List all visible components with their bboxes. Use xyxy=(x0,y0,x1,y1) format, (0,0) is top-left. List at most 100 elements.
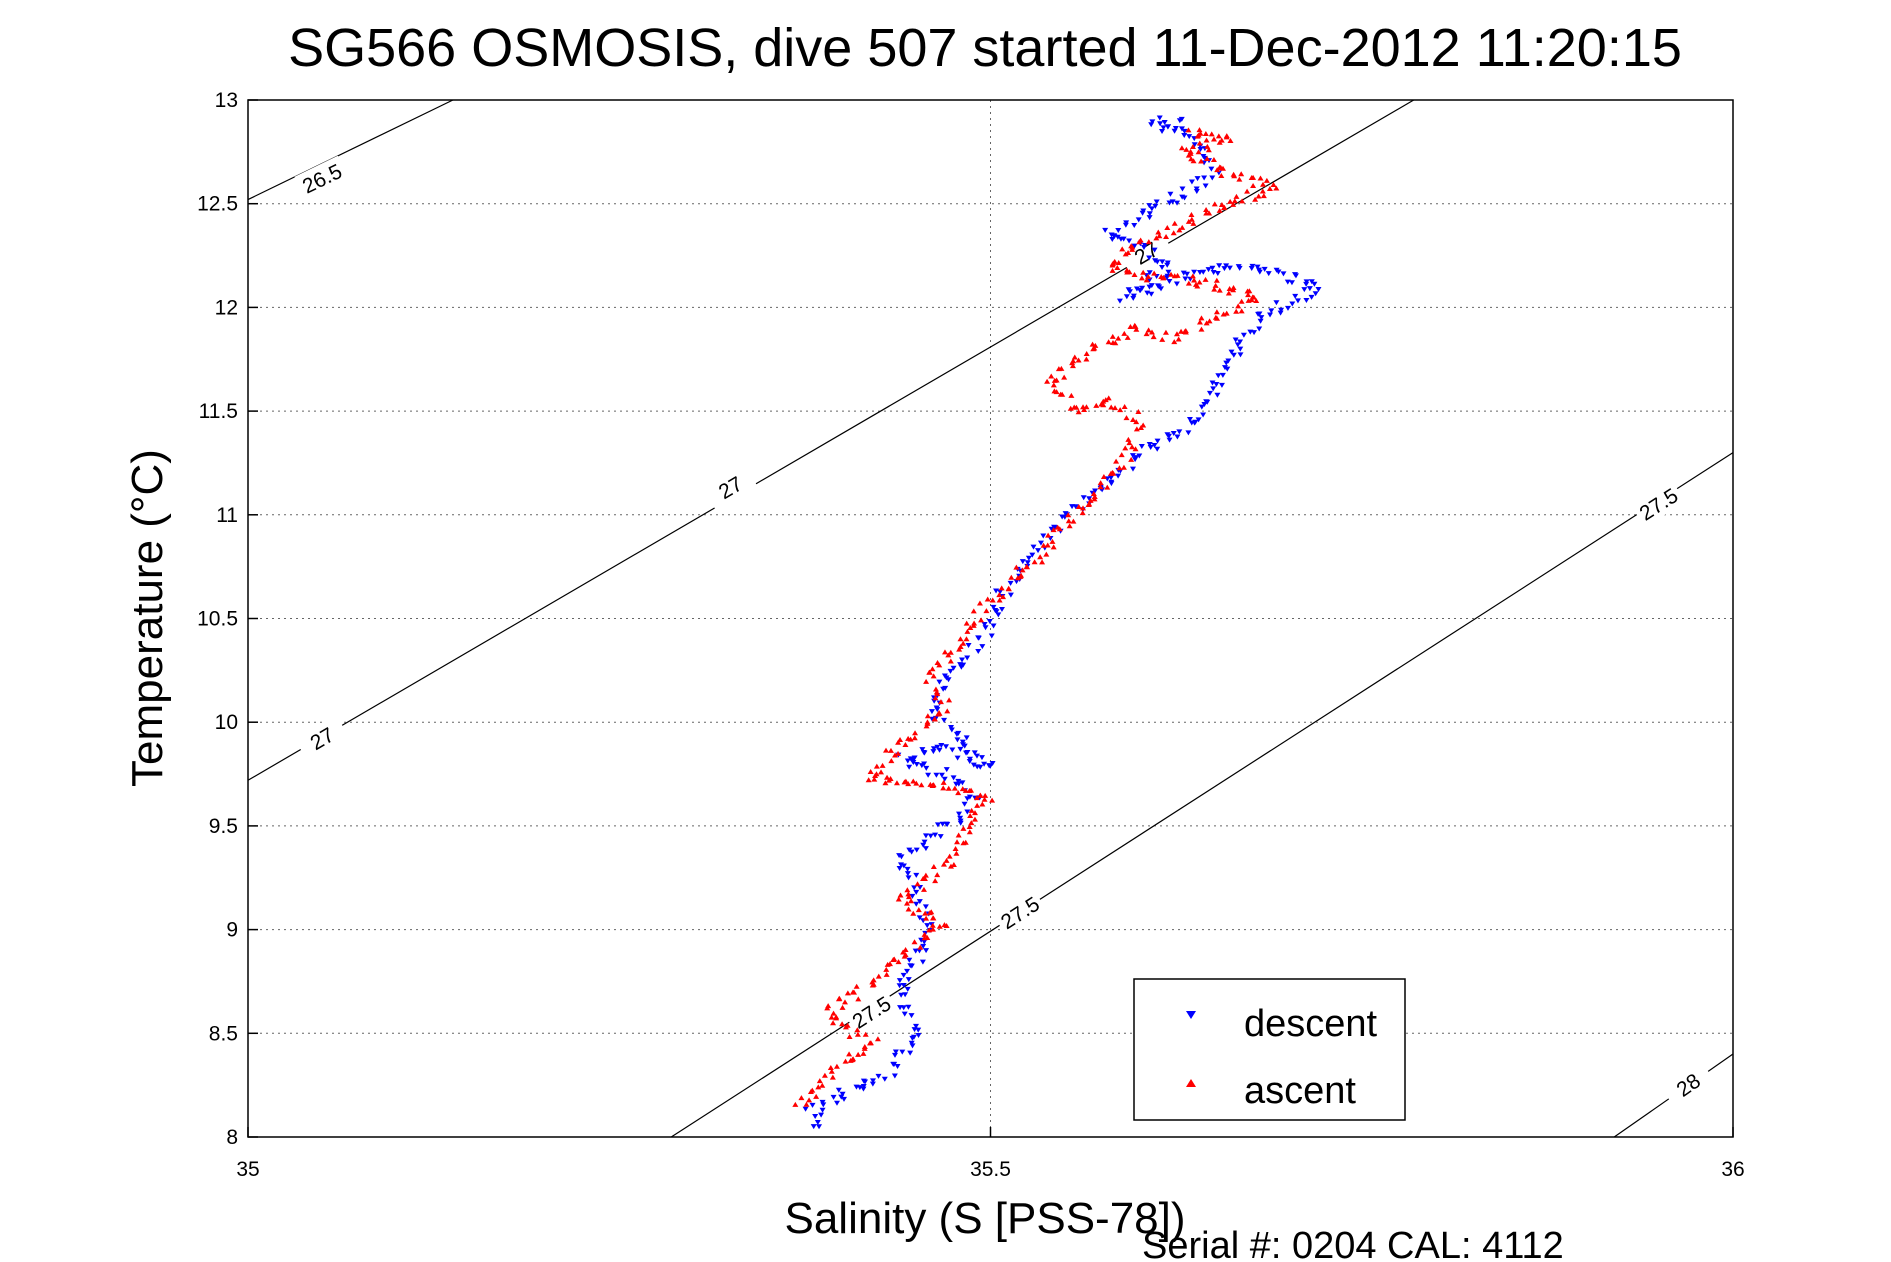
descent-point xyxy=(1166,437,1173,443)
descent-point xyxy=(900,983,907,989)
descent-point xyxy=(1278,307,1285,313)
ascent-point xyxy=(1061,374,1068,380)
ascent-point xyxy=(1024,564,1031,570)
ascent-point xyxy=(947,658,954,664)
ascent-point xyxy=(1137,237,1144,243)
ascent-point xyxy=(1122,251,1129,257)
ascent-point xyxy=(895,896,902,902)
ascent-point xyxy=(829,1074,836,1080)
descent-point xyxy=(1237,339,1244,345)
ascent-point xyxy=(984,596,991,602)
descent-point xyxy=(1182,276,1189,282)
ascent-point xyxy=(911,939,918,945)
ascent-point xyxy=(1115,335,1122,341)
y-tick-label: 10 xyxy=(215,711,238,734)
descent-point xyxy=(1191,269,1198,275)
ascent-point xyxy=(1233,193,1240,199)
ascent-point xyxy=(932,686,939,692)
ascent-point xyxy=(915,907,922,913)
ascent-point xyxy=(830,1020,837,1026)
descent-point xyxy=(902,992,909,998)
descent-point xyxy=(1035,548,1042,554)
ascent-point xyxy=(936,923,943,929)
descent-point xyxy=(1202,183,1209,189)
ascent-point xyxy=(905,894,912,900)
descent-point xyxy=(1120,236,1127,242)
ascent-point xyxy=(962,839,969,845)
ascent-point xyxy=(1065,512,1072,518)
ascent-point xyxy=(819,1082,826,1088)
descent-point xyxy=(956,811,963,817)
ascent-point xyxy=(1205,147,1212,153)
descent-point xyxy=(934,744,941,750)
ascent-point xyxy=(1124,334,1131,340)
ascent-point xyxy=(947,863,954,869)
ascent-point xyxy=(1198,326,1205,332)
descent-point xyxy=(1148,122,1155,128)
ascent-point xyxy=(1044,542,1051,548)
descent-point xyxy=(959,742,966,748)
descent-point xyxy=(909,756,916,762)
ascent-point xyxy=(1210,136,1217,142)
ascent-point xyxy=(926,910,933,916)
descent-point xyxy=(1130,293,1137,299)
y-tick-label: 8 xyxy=(226,1126,238,1149)
ascent-point xyxy=(983,608,990,614)
descent-point xyxy=(1179,194,1186,200)
ascent-point xyxy=(945,652,952,658)
descent-point xyxy=(1193,186,1200,192)
ascent-point xyxy=(886,777,893,783)
ascent-point xyxy=(1260,193,1267,199)
descent-point xyxy=(990,604,997,610)
ascent-point xyxy=(1187,150,1194,156)
ascent-point xyxy=(1185,218,1192,224)
descent-point xyxy=(1059,514,1066,520)
descent-point xyxy=(841,1096,848,1102)
ascent-point xyxy=(1170,230,1177,236)
descent-point xyxy=(1108,232,1115,238)
legend-marker-ascent xyxy=(1186,1079,1196,1087)
ascent-point xyxy=(932,695,939,701)
ascent-point xyxy=(861,1044,868,1050)
ascent-point xyxy=(860,1050,867,1056)
descent-point xyxy=(1205,267,1212,273)
descent-point xyxy=(1123,294,1130,300)
descent-point xyxy=(1169,199,1176,205)
ascent-point xyxy=(828,1014,835,1020)
descent-point xyxy=(1140,208,1147,214)
descent-point xyxy=(1174,434,1181,440)
descent-point xyxy=(1147,444,1154,450)
ascent-point xyxy=(897,737,904,743)
ascent-point xyxy=(846,1051,853,1057)
ascent-point xyxy=(1230,285,1237,291)
descent-point xyxy=(814,1120,821,1126)
descent-point xyxy=(948,724,955,730)
ascent-point xyxy=(1185,280,1192,286)
ascent-point xyxy=(1230,201,1237,207)
ascent-point xyxy=(931,716,938,722)
x-axis-label: Salinity (S [PSS-78]) xyxy=(784,1194,1185,1243)
descent-point xyxy=(938,772,945,778)
descent-point xyxy=(1151,443,1158,449)
ascent-point xyxy=(844,1022,851,1028)
ascent-point xyxy=(1045,532,1052,538)
descent-point xyxy=(1154,446,1161,452)
y-tick-label: 8.5 xyxy=(209,1022,238,1045)
ascent-point xyxy=(1244,188,1251,194)
descent-point xyxy=(1013,579,1020,585)
descent-point xyxy=(830,1094,837,1100)
ascent-point xyxy=(873,763,880,769)
descent-point xyxy=(1215,373,1222,379)
ascent-point xyxy=(854,1027,861,1033)
ascent-point xyxy=(1051,388,1058,394)
ascent-point xyxy=(1189,143,1196,149)
descent-point xyxy=(1197,146,1204,152)
descent-point xyxy=(1154,438,1161,444)
ascent-point xyxy=(1112,340,1119,346)
ascent-point xyxy=(905,781,912,787)
descent-point xyxy=(1261,266,1268,272)
ascent-point xyxy=(1221,205,1228,211)
ascent-point xyxy=(1175,336,1182,342)
descent-point xyxy=(1166,278,1173,284)
ascent-point xyxy=(963,620,970,626)
